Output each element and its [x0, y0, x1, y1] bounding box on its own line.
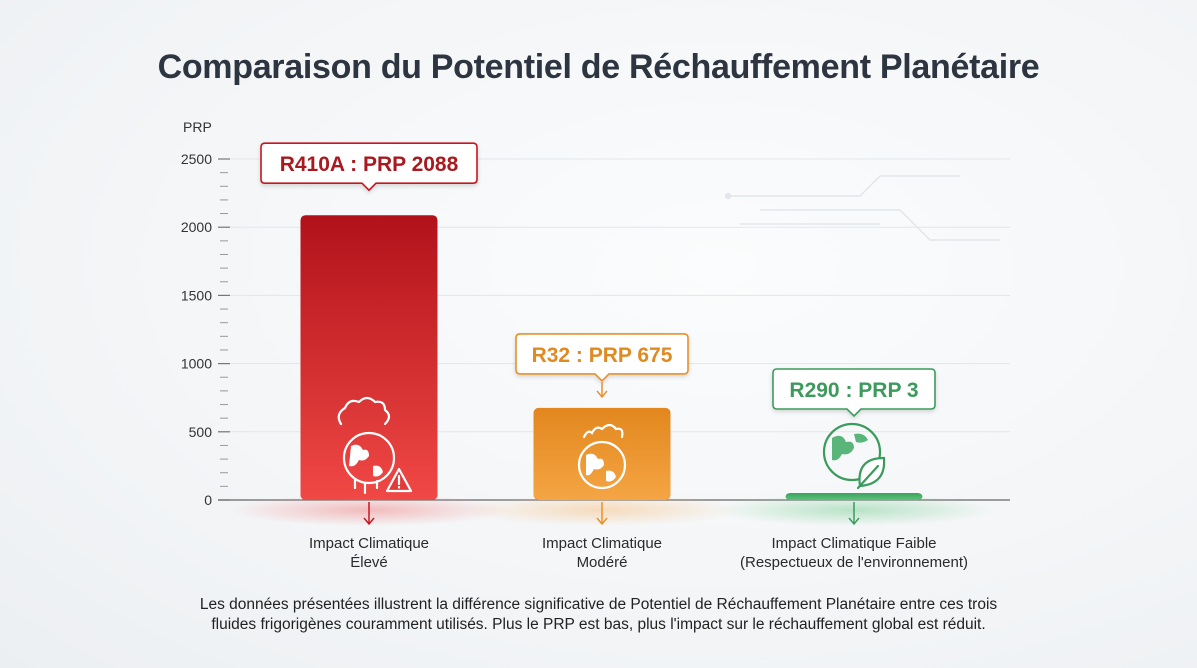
bar-r410a — [300, 215, 438, 501]
y-tick-label: 2500 — [181, 151, 212, 167]
melting-earth-warning-icon — [337, 396, 413, 495]
earth-leaf-icon — [822, 422, 886, 490]
continent — [349, 444, 369, 467]
y-axis-label: PRP — [183, 119, 212, 135]
callout-box — [515, 333, 689, 383]
footnote: Les données présentées illustrent la dif… — [150, 595, 1047, 635]
callout-text: R32 : PRP 675 — [532, 344, 673, 367]
callout-text: R410A : PRP 2088 — [280, 153, 459, 176]
y-tick-label: 2000 — [181, 219, 212, 235]
footnote-line-1: Les données présentées illustrent la dif… — [199, 596, 998, 613]
decorative-circuit-lines — [724, 175, 1000, 241]
y-tick-label: 0 — [204, 492, 212, 508]
y-tick-label: 1000 — [181, 356, 212, 372]
earth-outline — [577, 440, 627, 490]
category-arrows — [363, 381, 860, 526]
callout-r32 — [515, 333, 689, 383]
category-arrow-head — [363, 517, 375, 526]
continent — [586, 453, 604, 476]
smoke-cloud — [337, 396, 391, 426]
continent — [854, 433, 868, 443]
category-label-r410a: Impact Climatique Élevé — [229, 534, 509, 572]
earth-outline — [342, 431, 396, 485]
warming-earth-icon — [577, 423, 627, 490]
bar-glows — [229, 494, 994, 526]
category-label-line: (Respectueux de l'environnement) — [740, 554, 968, 571]
category-arrow-head — [596, 517, 608, 526]
bar-icons — [337, 396, 886, 495]
continent — [606, 470, 616, 482]
callout-arrow-head — [596, 390, 608, 399]
category-arrow-head — [848, 517, 860, 526]
continent — [832, 435, 854, 461]
heat-waves — [582, 423, 624, 439]
category-label-r290: Impact Climatique Faible (Respectueux de … — [714, 534, 994, 572]
bar-r290 — [785, 493, 923, 500]
value-callouts: R410A : PRP 2088 R32 : PRP 675 R290 : PRP … — [260, 142, 936, 418]
bar-chart: 0 500 1000 1500 2000 2500 R410A : PRP 2088 R32… — [181, 119, 1010, 526]
earth-outline — [822, 422, 882, 482]
chart-title: Comparaison du Potentiel de Réchauffemen… — [157, 48, 1040, 86]
category-label-line: Élevé — [350, 554, 388, 571]
y-tick-label: 500 — [189, 424, 213, 440]
footnote-line-2: fluides frigorigènes couramment utilisés… — [211, 616, 986, 633]
callout-r410a — [260, 142, 478, 192]
category-label-r32: Impact Climatique Modéré — [462, 534, 742, 572]
category-label-line: Impact Climatique — [541, 535, 663, 552]
category-label-line: Impact Climatique — [308, 535, 430, 552]
melt-drips — [353, 478, 379, 495]
bar-r32 — [533, 407, 671, 500]
callout-r290 — [772, 368, 936, 418]
callout-box — [772, 368, 936, 418]
leaf-vein — [856, 464, 880, 490]
category-label-line: Modéré — [576, 554, 628, 571]
bars — [300, 215, 923, 501]
category-label-line: Impact Climatique Faible — [771, 535, 937, 552]
y-tick-label: 1500 — [181, 287, 212, 303]
continent — [373, 465, 383, 477]
callout-text: R290 : PRP 3 — [789, 379, 918, 402]
callout-box — [260, 142, 478, 192]
